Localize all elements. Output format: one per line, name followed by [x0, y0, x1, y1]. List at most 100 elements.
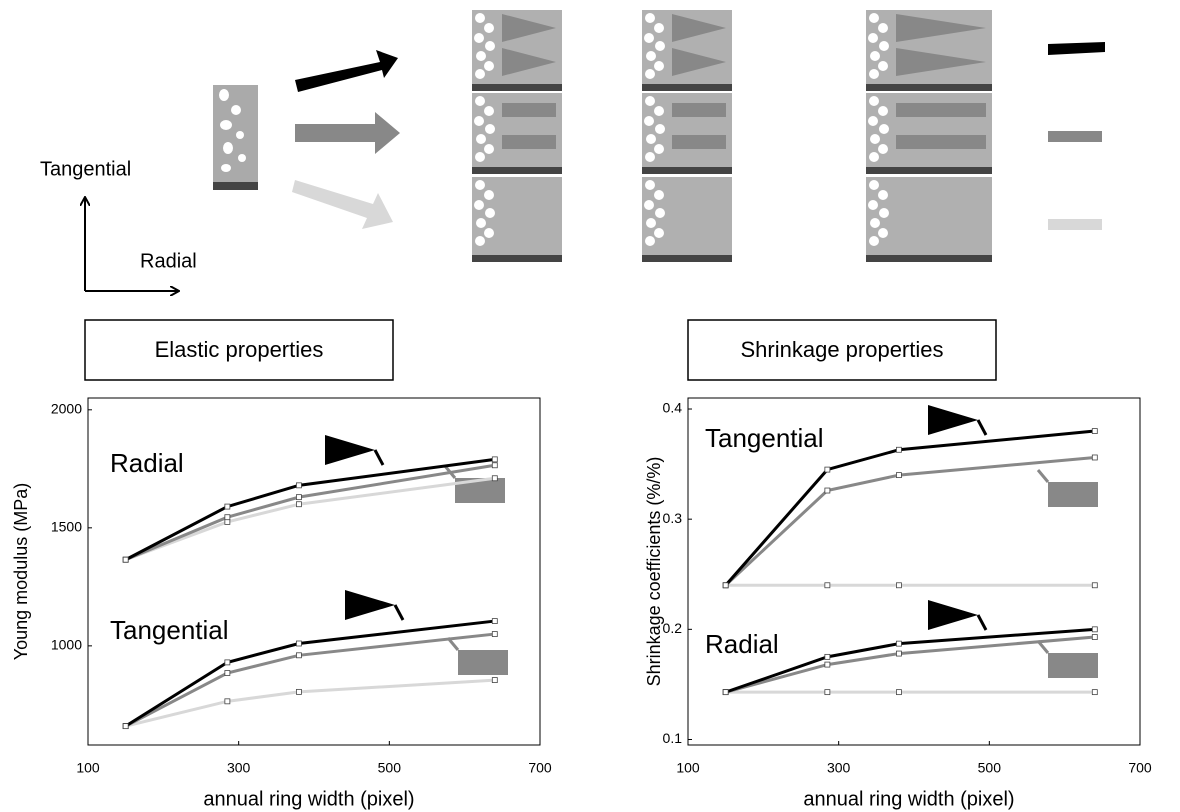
specimen-panels — [472, 10, 992, 262]
pore — [654, 144, 664, 154]
legend-icon — [325, 435, 375, 465]
pore — [645, 180, 655, 190]
panel-base — [642, 167, 732, 174]
series-line — [725, 635, 1095, 694]
pore — [475, 152, 485, 162]
direction-label: Tangential — [40, 158, 131, 180]
point-marker — [296, 494, 302, 501]
legend-swatches — [1048, 42, 1105, 230]
series-line — [125, 476, 495, 562]
y-tick-label: 0.4 — [663, 400, 683, 416]
point-marker — [896, 640, 902, 647]
point-marker — [122, 556, 129, 563]
point-marker — [224, 659, 231, 666]
point-marker — [824, 653, 831, 660]
point-marker — [296, 501, 302, 508]
pore — [476, 134, 486, 144]
pore — [868, 116, 878, 126]
series-line — [125, 678, 495, 728]
legend-icon — [928, 600, 978, 630]
panel-base — [866, 167, 992, 174]
point-marker — [722, 582, 729, 589]
annotation: Tangential — [110, 615, 229, 645]
legend-icon — [1048, 653, 1098, 678]
pore — [476, 51, 486, 61]
legend-leader — [373, 449, 385, 466]
x-tick-label: 500 — [378, 760, 402, 776]
point-marker — [824, 487, 831, 494]
point-marker — [1091, 428, 1098, 434]
series-line — [124, 632, 495, 728]
point-marker — [491, 475, 498, 482]
y-axis-label: Young modulus (MPa) — [11, 483, 31, 660]
pore — [474, 116, 484, 126]
legend-leader — [976, 614, 988, 631]
shape — [896, 135, 986, 149]
pore — [646, 134, 656, 144]
point-marker — [1091, 634, 1098, 640]
series-line — [124, 457, 495, 562]
pore — [484, 61, 494, 71]
pore — [485, 41, 495, 51]
pore — [484, 190, 494, 200]
pore — [475, 13, 485, 23]
point-marker — [296, 688, 302, 695]
pore — [475, 180, 485, 190]
x-axis-label: annual ring width (pixel) — [803, 788, 1014, 810]
panel-base — [642, 84, 732, 91]
shape — [672, 48, 726, 76]
pore — [878, 144, 888, 154]
shape — [502, 48, 556, 76]
y-tick-label: 1000 — [51, 637, 82, 653]
plot-frame — [687, 397, 1141, 746]
panel-base — [472, 84, 562, 91]
y-tick-label: 1500 — [51, 519, 82, 535]
pore — [645, 13, 655, 23]
shape — [672, 14, 726, 42]
shape — [502, 103, 556, 117]
point-marker — [491, 456, 498, 463]
x-tick-label: 700 — [1128, 760, 1152, 776]
pore — [868, 200, 878, 210]
pore — [654, 106, 664, 116]
point-marker — [824, 582, 831, 589]
plot-frame — [87, 397, 541, 746]
pore — [870, 218, 880, 228]
shape — [896, 48, 986, 76]
legend-icon — [928, 405, 978, 435]
point-marker — [896, 650, 902, 657]
point-marker — [1091, 454, 1098, 461]
pore — [646, 218, 656, 228]
point-marker — [1091, 626, 1098, 633]
point-marker — [722, 689, 729, 696]
pore — [475, 236, 485, 246]
pore — [484, 228, 494, 238]
legend-leader — [1036, 469, 1050, 483]
x-tick-label: 500 — [978, 760, 1002, 776]
direction-label: Radial — [140, 250, 197, 272]
point-marker — [896, 582, 902, 589]
point-marker — [122, 723, 129, 730]
point-marker — [491, 462, 498, 469]
y-tick-label: 0.2 — [663, 620, 683, 636]
legend-icon — [458, 650, 508, 675]
legend-icon — [345, 590, 395, 620]
title-box — [687, 319, 997, 381]
pore — [655, 124, 665, 134]
point-marker — [491, 631, 498, 637]
pore — [654, 228, 664, 238]
point-marker — [224, 514, 231, 521]
pore — [869, 180, 879, 190]
panel — [642, 177, 732, 255]
pore — [879, 41, 889, 51]
point-marker — [491, 618, 498, 624]
panel-base — [866, 255, 992, 262]
point-marker — [491, 677, 498, 683]
pore — [644, 200, 654, 210]
series-line — [124, 619, 495, 728]
chart-title: Shrinkage properties — [740, 337, 943, 362]
pore — [644, 116, 654, 126]
pore — [485, 124, 495, 134]
pore — [645, 69, 655, 79]
